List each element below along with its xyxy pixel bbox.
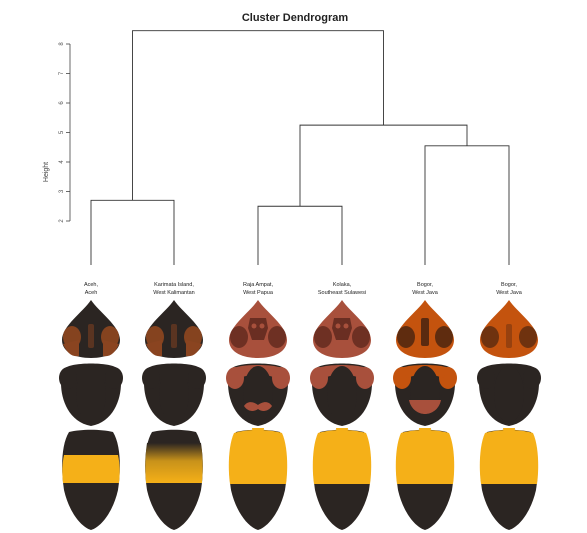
leaf-label-line1: Bogor, <box>501 282 517 288</box>
dendrogram-link <box>299 124 468 207</box>
dendrogram-link <box>90 199 175 265</box>
bee-illustration <box>142 300 206 530</box>
abdomen-petiole <box>419 428 431 436</box>
head-lower-patch <box>146 340 162 357</box>
thorax-center <box>159 366 189 422</box>
abdomen-band <box>312 430 372 484</box>
bee-illustrations <box>59 300 541 530</box>
thorax-mustache <box>244 402 272 411</box>
face-mask-eye <box>259 323 265 329</box>
thorax-lobe-left <box>59 367 77 389</box>
face-stripe <box>506 324 512 348</box>
leaf-label-line2: West Java <box>412 290 439 296</box>
thorax-lobe-right <box>188 367 206 389</box>
thorax-center <box>327 366 357 422</box>
face-stripe <box>171 324 177 348</box>
thorax-lobe-left <box>142 367 160 389</box>
bee-illustration <box>477 300 541 530</box>
bee-illustration <box>59 300 123 530</box>
head-patch-right <box>435 326 453 348</box>
y-tick-label: 7 <box>59 71 65 75</box>
head-patch-left <box>397 326 415 348</box>
head-patch-right <box>519 326 537 348</box>
thorax-lobe-left <box>477 367 495 389</box>
abdomen-band <box>228 430 288 484</box>
face-bar <box>421 318 429 346</box>
y-tick-label: 5 <box>59 130 65 134</box>
face-mask-eye <box>343 323 349 329</box>
leaf-label-line2: Southeast Sulawesi <box>318 290 366 296</box>
head-lower-patch <box>186 340 202 357</box>
face-mask-eye <box>335 323 341 329</box>
head-patch-left <box>314 326 332 348</box>
head-patch-right <box>268 326 286 348</box>
abdomen-band <box>479 430 539 484</box>
dendrogram-link <box>257 205 343 265</box>
dendrogram-tree <box>90 30 510 265</box>
bee-illustration <box>226 300 290 530</box>
face-mask-eye <box>251 323 257 329</box>
leaf-label-line1: Raja Ampat, <box>243 282 273 288</box>
thorax-bar <box>409 400 441 414</box>
head-patch-right <box>352 326 370 348</box>
thorax-lobe-right <box>105 367 123 389</box>
thorax-center <box>243 366 273 422</box>
leaf-label-line1: Karimata Island, <box>154 282 194 288</box>
thorax-center <box>76 366 106 422</box>
thorax-center <box>494 366 524 422</box>
abdomen-band <box>62 455 120 483</box>
face-mask <box>332 318 352 340</box>
leaf-label-line2: West Papua <box>243 290 274 296</box>
y-tick-label: 3 <box>59 189 65 193</box>
leaf-label-line2: West Java <box>496 290 523 296</box>
dendrogram-link <box>424 145 510 265</box>
head-patch-left <box>230 326 248 348</box>
y-tick-label: 6 <box>59 101 65 105</box>
y-tick-label: 8 <box>59 42 65 46</box>
dendrogram-link <box>132 30 384 201</box>
y-tick-label: 2 <box>59 219 65 223</box>
head-lower-patch <box>63 340 79 357</box>
head-patch-left <box>481 326 499 348</box>
face-mask <box>248 318 268 340</box>
y-axis: 2 3 4 5 6 7 8 <box>59 42 71 223</box>
chart-title: Cluster Dendrogram <box>242 12 349 24</box>
abdomen-band <box>395 430 455 484</box>
leaf-label-line1: Aceh, <box>84 282 99 288</box>
leaf-labels: Aceh, Aceh Karimata Island, West Kalimantan… <box>84 282 523 296</box>
y-tick-label: 4 <box>59 160 65 164</box>
abdomen-band <box>145 443 203 483</box>
bee-illustration <box>393 300 457 530</box>
leaf-label-line2: West Kalimantan <box>153 290 194 296</box>
leaf-label-line2: Aceh <box>85 290 98 296</box>
leaf-label-line1: Bogor, <box>417 282 433 288</box>
face-stripe <box>88 324 94 348</box>
leaf-label-line1: Kolaka, <box>333 282 352 288</box>
bee-illustration <box>310 300 374 530</box>
abdomen-petiole <box>252 428 264 436</box>
abdomen-petiole <box>336 428 348 436</box>
y-axis-label: Height <box>43 162 50 182</box>
head-lower-patch <box>103 340 119 357</box>
abdomen-petiole <box>503 428 515 436</box>
thorax-lobe-right <box>523 367 541 389</box>
